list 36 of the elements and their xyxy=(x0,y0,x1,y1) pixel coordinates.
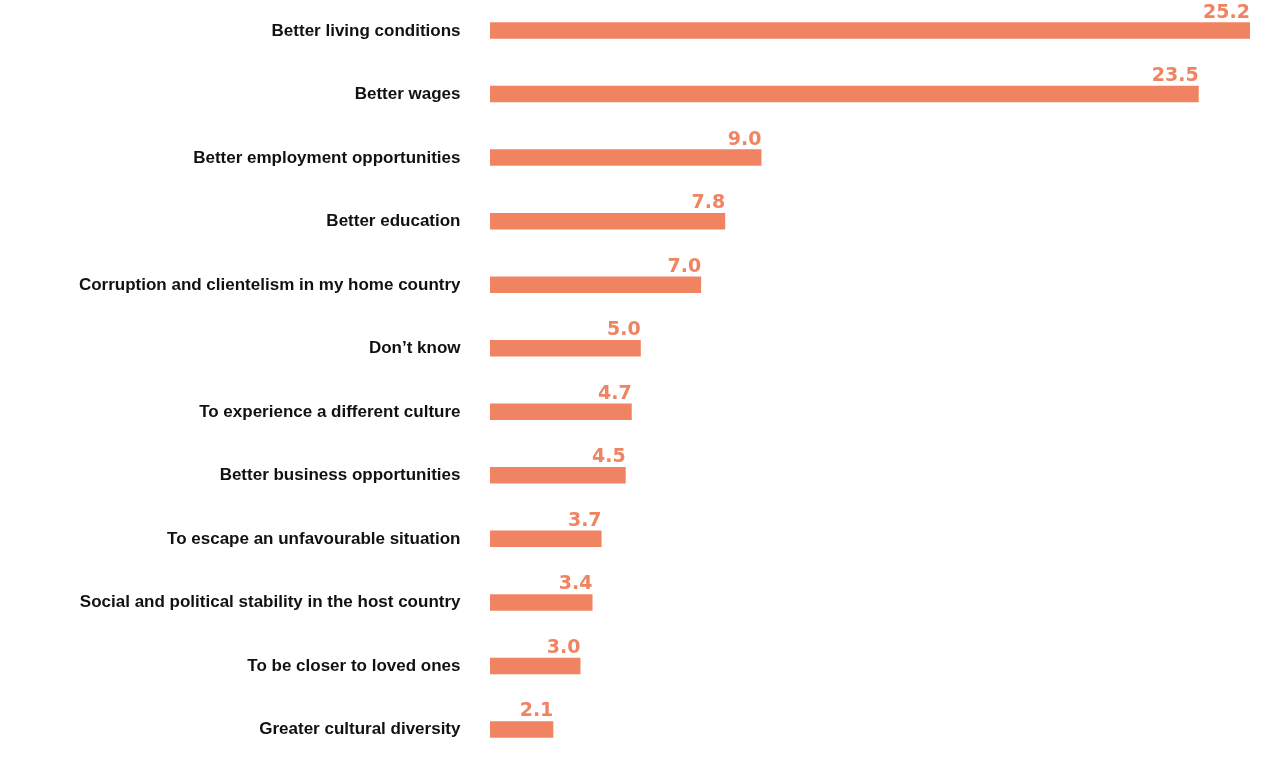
data-label: 25.2 xyxy=(1203,0,1250,22)
y-tick-label: Don’t know xyxy=(368,338,462,358)
y-tick-label: Greater cultural diversity xyxy=(259,719,462,739)
data-label: 7.0 xyxy=(667,253,702,276)
data-label: 2.1 xyxy=(519,698,554,721)
y-tick-label: Better living conditions xyxy=(271,20,461,40)
y-tick-label: To be closer to loved ones xyxy=(247,655,461,675)
data-label: 3.0 xyxy=(546,634,581,657)
bar xyxy=(490,276,702,293)
bar xyxy=(490,467,626,484)
y-tick-label: Corruption and clientelism in my home country xyxy=(78,274,462,294)
data-label: 5.0 xyxy=(607,317,641,340)
y-tick-label: Social and political stability in the host country xyxy=(79,592,462,612)
bar xyxy=(490,339,641,357)
y-tick-label: Better business opportunities xyxy=(219,465,461,485)
bar xyxy=(490,22,1250,39)
y-tick-label: Better education xyxy=(326,211,461,231)
data-label: 4.7 xyxy=(598,380,632,403)
data-label: 9.0 xyxy=(727,126,762,149)
y-tick-label: Better employment opportunities xyxy=(193,147,461,167)
bar xyxy=(490,530,602,548)
y-tick-label: To experience a different culture xyxy=(199,401,461,421)
y-tick-label: To escape an unfavourable situation xyxy=(167,528,461,548)
data-label: 3.4 xyxy=(558,571,593,594)
data-label: 3.7 xyxy=(567,507,602,530)
bar xyxy=(490,212,726,230)
bar xyxy=(490,85,1199,103)
bar xyxy=(490,594,593,611)
bar xyxy=(490,149,762,166)
data-label: 23.5 xyxy=(1151,63,1199,86)
y-tick-label: Better wages xyxy=(354,84,461,104)
bar xyxy=(490,721,554,738)
bar xyxy=(490,403,632,421)
bar xyxy=(490,657,581,675)
data-label: 7.8 xyxy=(691,190,726,213)
data-label: 4.5 xyxy=(592,444,626,467)
